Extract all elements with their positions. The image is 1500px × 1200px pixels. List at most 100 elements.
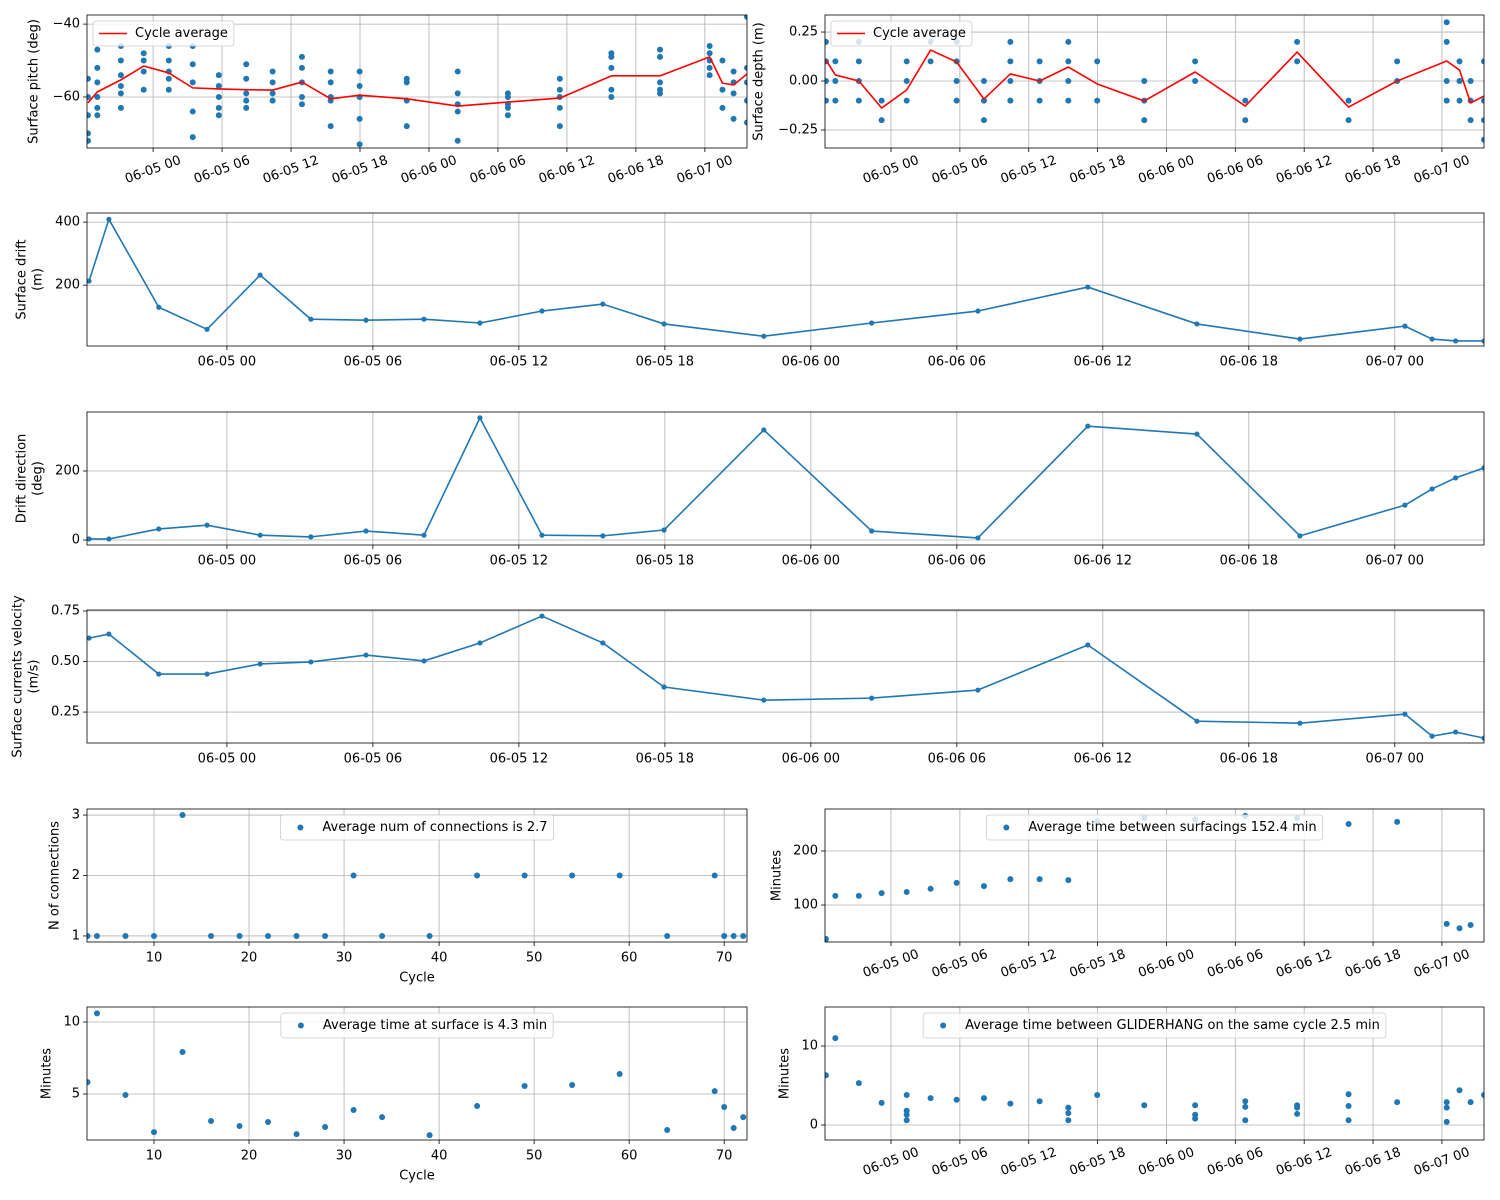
scatter-point bbox=[189, 134, 196, 141]
line-marker bbox=[363, 528, 369, 534]
scatter-point bbox=[1394, 818, 1401, 825]
line-marker bbox=[87, 635, 92, 641]
line-marker bbox=[87, 278, 92, 284]
scatter-point bbox=[322, 1124, 329, 1131]
line-marker bbox=[1194, 718, 1200, 724]
y-tick-label: −40 bbox=[53, 17, 80, 32]
scatter-point bbox=[1007, 1100, 1014, 1107]
line bbox=[89, 417, 1484, 540]
line-marker bbox=[1194, 431, 1200, 437]
scatter-point bbox=[1345, 1117, 1352, 1124]
scatter-point bbox=[265, 932, 272, 939]
scatter-point bbox=[1456, 925, 1463, 932]
scatter-point bbox=[117, 104, 124, 111]
scatter-point bbox=[1467, 921, 1474, 928]
scatter-point bbox=[953, 78, 960, 85]
scatter-point bbox=[165, 75, 172, 82]
x-tick-label: 06-05 00 bbox=[198, 752, 256, 767]
scatter-point bbox=[1036, 97, 1043, 104]
scatter-point bbox=[744, 119, 747, 126]
scatter-point bbox=[269, 97, 276, 104]
y-tick-label: 100 bbox=[793, 898, 818, 913]
scatter-point bbox=[1007, 58, 1014, 65]
scatter-point bbox=[293, 932, 300, 939]
scatter-point bbox=[1094, 1091, 1101, 1098]
scatter-point bbox=[878, 1099, 885, 1106]
scatter-point bbox=[953, 1096, 960, 1103]
plot-area bbox=[87, 415, 1484, 542]
line-marker bbox=[1402, 711, 1408, 717]
legend: Cycle average bbox=[92, 20, 235, 47]
scatter-point bbox=[265, 1118, 272, 1125]
scatter-point bbox=[556, 75, 563, 82]
scatter-point bbox=[298, 101, 305, 108]
y-tick-label: 0.75 bbox=[51, 604, 80, 619]
scatter-point bbox=[165, 86, 172, 93]
scatter-point bbox=[1141, 78, 1148, 85]
y-axis-label: Minutes bbox=[770, 850, 785, 901]
x-tick-label: 06-07 00 bbox=[1366, 752, 1424, 767]
x-tick-label: 06-06 12 bbox=[1074, 554, 1132, 569]
scatter-point bbox=[298, 64, 305, 71]
scatter-point bbox=[189, 79, 196, 86]
scatter-point bbox=[94, 104, 101, 111]
scatter-point bbox=[1345, 117, 1352, 124]
line-marker bbox=[539, 532, 545, 538]
legend-label: Average time between GLIDERHANG on the s… bbox=[965, 1018, 1380, 1033]
scatter-point bbox=[454, 90, 461, 97]
scatter-point bbox=[903, 1091, 910, 1098]
line bbox=[825, 49, 1484, 109]
x-tick-label: 60 bbox=[621, 1149, 638, 1164]
line-marker bbox=[1453, 338, 1459, 344]
scatter-point bbox=[1456, 97, 1463, 104]
plot-area bbox=[87, 613, 1484, 741]
scatter-point bbox=[189, 108, 196, 115]
legend-label: Average time between surfacings 152.4 mi… bbox=[1028, 820, 1316, 835]
legend-label: Cycle average bbox=[135, 26, 228, 41]
y-tick-label: 10 bbox=[801, 1039, 818, 1054]
x-tick-label: 40 bbox=[431, 1149, 448, 1164]
line-marker bbox=[975, 687, 981, 693]
scatter-point bbox=[903, 97, 910, 104]
axes-frame bbox=[86, 808, 748, 943]
scatter-point bbox=[719, 57, 726, 64]
legend-frame bbox=[92, 20, 235, 47]
x-tick-label: 50 bbox=[526, 951, 543, 966]
line-marker bbox=[1085, 642, 1091, 648]
y-axis-label: (deg) bbox=[31, 461, 46, 496]
scatter-point bbox=[1443, 97, 1450, 104]
scatter-point bbox=[93, 932, 100, 939]
y-tick-label: 10 bbox=[63, 1014, 80, 1029]
scatter-point bbox=[730, 932, 737, 939]
line-marker bbox=[761, 333, 767, 339]
scatter-point bbox=[117, 72, 124, 79]
scatter-point bbox=[1242, 1103, 1249, 1110]
scatter-point bbox=[616, 872, 623, 879]
line-marker bbox=[156, 526, 162, 532]
scatter-point bbox=[1481, 97, 1484, 104]
line-marker bbox=[1453, 729, 1459, 735]
scatter-point bbox=[1467, 117, 1474, 124]
scatter-point bbox=[379, 1114, 386, 1121]
line-marker bbox=[661, 684, 667, 690]
scatter-point bbox=[878, 890, 885, 897]
line-marker bbox=[421, 532, 427, 538]
scatter-point bbox=[327, 68, 334, 75]
line-marker bbox=[1297, 720, 1303, 726]
line-marker bbox=[975, 308, 981, 314]
legend-frame bbox=[922, 1012, 1387, 1039]
x-tick-label: 20 bbox=[241, 951, 258, 966]
scatter-point bbox=[740, 932, 747, 939]
scatter-point bbox=[1141, 1102, 1148, 1109]
line-marker bbox=[1297, 533, 1303, 539]
line-marker bbox=[257, 532, 263, 538]
scatter-point bbox=[744, 15, 747, 20]
scatter-point bbox=[521, 872, 528, 879]
scatter-point bbox=[327, 79, 334, 86]
x-axis-label: Cycle bbox=[399, 1169, 435, 1184]
y-axis-label: Surface pitch (deg) bbox=[27, 19, 42, 144]
y-tick-label: 0.25 bbox=[789, 25, 818, 40]
y-axis-label: Drift direction bbox=[15, 434, 30, 524]
scatter-point bbox=[980, 1095, 987, 1102]
